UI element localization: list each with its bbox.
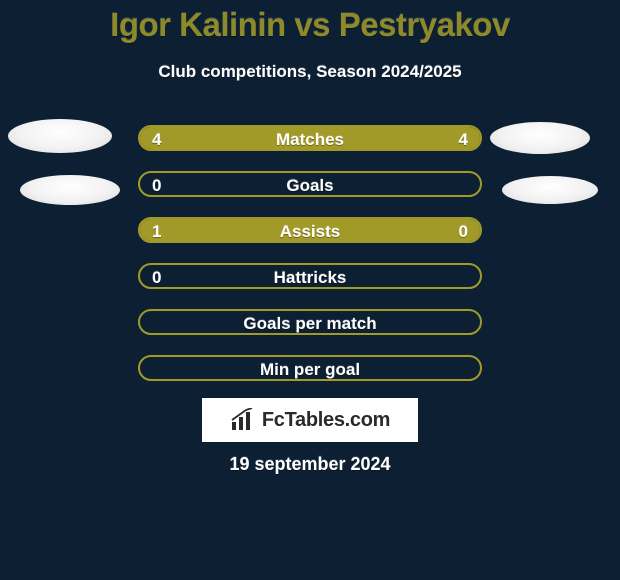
stat-label: Hattricks	[140, 265, 480, 289]
player-left-silhouette-1	[20, 175, 120, 205]
stat-row-matches: Matches4 4	[138, 125, 482, 151]
player-left-silhouette-0	[8, 119, 112, 153]
watermark: FcTables.com	[202, 398, 418, 442]
comparison-canvas: Igor Kalinin vs Pestryakov Club competiti…	[0, 0, 620, 580]
stat-value-left: 1	[140, 219, 173, 243]
player-right-silhouette-0	[490, 122, 590, 154]
stat-label: Goals	[140, 173, 480, 197]
stat-label: Matches	[140, 127, 480, 151]
stat-value-right: 4	[447, 127, 480, 151]
stat-value-left: 4	[140, 127, 173, 151]
stat-row-min-per-goal: Min per goal	[138, 355, 482, 381]
player-right-silhouette-1	[502, 176, 598, 204]
bars-icon	[230, 408, 256, 432]
stat-row-goals: Goals0	[138, 171, 482, 197]
stat-value-right: 0	[447, 219, 480, 243]
stat-label: Goals per match	[140, 311, 480, 335]
stat-label: Assists	[140, 219, 480, 243]
stat-row-goals-per-match: Goals per match	[138, 309, 482, 335]
page-subtitle: Club competitions, Season 2024/2025	[0, 62, 620, 82]
stat-label: Min per goal	[140, 357, 480, 381]
stat-value-left: 0	[140, 173, 173, 197]
stat-value-left: 0	[140, 265, 173, 289]
stat-row-assists: Assists1 0	[138, 217, 482, 243]
page-title: Igor Kalinin vs Pestryakov	[0, 6, 620, 44]
stat-row-hattricks: Hattricks0	[138, 263, 482, 289]
watermark-text: FcTables.com	[262, 409, 390, 432]
footer-date: 19 september 2024	[0, 454, 620, 475]
